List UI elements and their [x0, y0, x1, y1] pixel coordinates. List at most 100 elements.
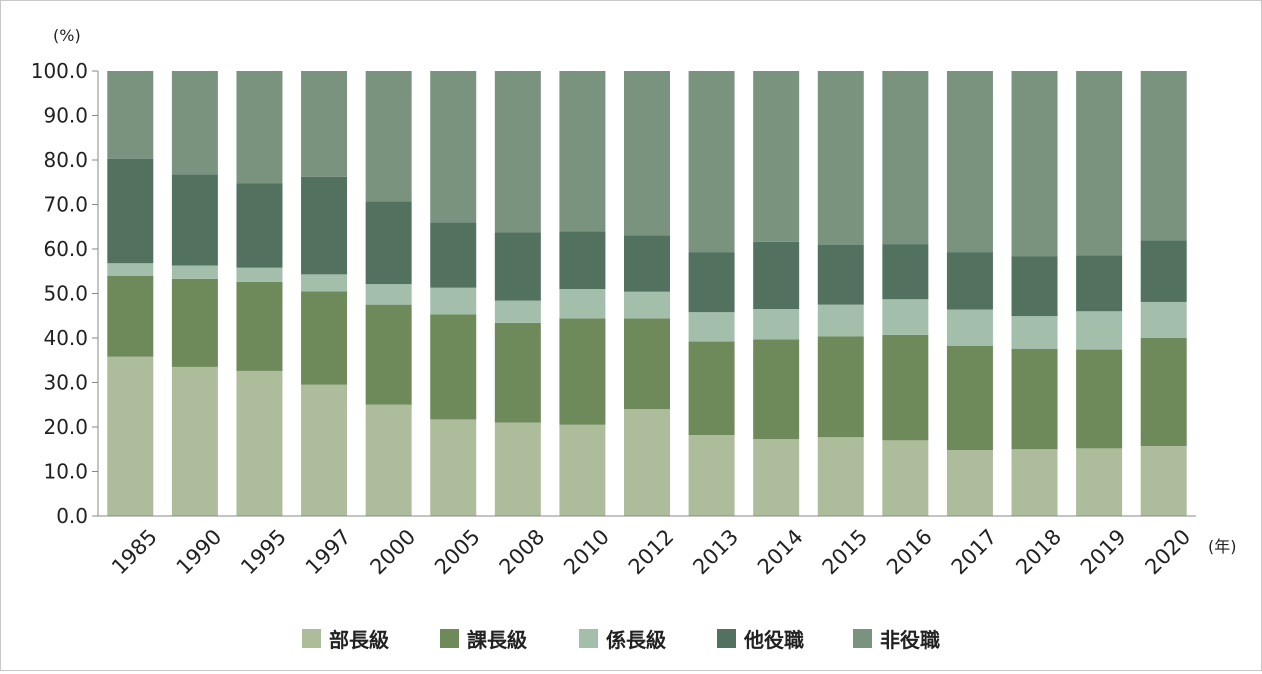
x-tick-label: 1995 — [236, 525, 291, 580]
bar-segment-1997-部長級 — [301, 384, 348, 516]
bar-segment-1997-課長級 — [301, 291, 348, 385]
bar-segment-2013-部長級 — [688, 435, 735, 516]
bar-segment-2018-係長級 — [1011, 316, 1058, 349]
bar-segment-1990-他役職 — [171, 174, 218, 266]
bar-segment-2017-非役職 — [946, 71, 993, 253]
bar-segment-2020-非役職 — [1140, 71, 1187, 241]
bar-segment-2018-非役職 — [1011, 71, 1058, 257]
bar-segment-2012-部長級 — [624, 409, 670, 516]
y-tick-label: 0.0 — [56, 504, 88, 528]
bar-segment-2008-部長級 — [494, 422, 541, 516]
x-tick-label: 2018 — [1011, 525, 1066, 580]
x-tick-label: 1997 — [301, 525, 356, 580]
bar-segment-1990-課長級 — [171, 278, 218, 367]
bar-segment-2005-他役職 — [430, 222, 477, 288]
y-axis: 0.0 10.0 20.0 30.0 40.0 50.0 60.0 70.0 80.0 90.0 1… — [31, 59, 99, 528]
bar-segment-1985-他役職 — [107, 158, 154, 264]
bar-segment-1995-非役職 — [236, 71, 283, 184]
bar-segment-2000-係長級 — [365, 284, 412, 305]
y-tick-label: 70.0 — [43, 193, 88, 217]
bar-segment-2008-課長級 — [494, 322, 541, 423]
x-tick-label: 2015 — [818, 525, 873, 580]
legend-swatch-課長級 — [440, 629, 459, 648]
bar-segment-2010-他役職 — [559, 231, 606, 290]
bar-segment-1997-係長級 — [301, 274, 348, 292]
bar-segment-1985-非役職 — [107, 71, 154, 159]
x-tick-label: 1985 — [107, 525, 162, 580]
bar-segment-1990-非役職 — [171, 71, 218, 175]
bar-segment-2005-係長級 — [430, 287, 477, 315]
bar-segment-2005-部長級 — [430, 419, 477, 516]
legend: 部長級 課長級 係長級 他役職 非役職 — [302, 628, 940, 652]
bar-segment-2018-課長級 — [1011, 348, 1058, 450]
y-tick-label: 40.0 — [43, 326, 88, 350]
bar-segment-2000-部長級 — [365, 404, 412, 516]
bar-segment-1990-係長級 — [171, 265, 218, 279]
x-tick-label: 1990 — [172, 525, 227, 580]
bar-segment-2014-他役職 — [753, 241, 800, 310]
bar-segment-2008-他役職 — [494, 232, 541, 301]
bar-segment-2015-課長級 — [817, 336, 864, 438]
bar-segment-2012-係長級 — [624, 291, 670, 319]
y-axis-unit-label: (%) — [53, 26, 81, 45]
bar-segment-1995-他役職 — [236, 183, 283, 268]
bar-segment-1997-他役職 — [301, 176, 348, 275]
x-tick-label: 2016 — [882, 525, 937, 580]
bar-segment-2005-課長級 — [430, 314, 477, 420]
bar-segment-2013-他役職 — [688, 252, 735, 313]
bar-segment-2017-係長級 — [946, 309, 993, 347]
bar-segment-2010-部長級 — [559, 424, 606, 516]
legend-swatch-係長級 — [579, 629, 598, 648]
x-axis-unit-label: (年) — [1208, 537, 1237, 556]
x-tick-label: 2017 — [947, 525, 1002, 580]
legend-swatch-部長級 — [302, 629, 321, 648]
x-tick-label: 2012 — [624, 525, 679, 580]
bar-segment-2010-係長級 — [559, 289, 606, 319]
bar-segment-1997-非役職 — [301, 71, 348, 177]
bar-segment-2012-他役職 — [624, 235, 670, 292]
bar-segment-2016-他役職 — [882, 244, 929, 300]
bar-segment-1995-課長級 — [236, 281, 283, 371]
x-tick-label: 2010 — [559, 525, 614, 580]
bar-segment-2019-課長級 — [1076, 349, 1123, 449]
legend-label: 他役職 — [743, 628, 804, 652]
x-axis: 1985 1990 1995 1997 2000 2005 2008 2010 2012 2013… — [98, 515, 1196, 580]
bar-segment-2018-部長級 — [1011, 449, 1058, 516]
y-tick-label: 20.0 — [43, 415, 88, 439]
bar-segment-2012-非役職 — [624, 71, 670, 236]
bar-segment-1985-部長級 — [107, 356, 154, 516]
legend-label: 課長級 — [467, 628, 527, 652]
x-tick-label: 2008 — [495, 525, 550, 580]
bar-segment-2005-非役職 — [430, 71, 477, 223]
bar-segment-2015-部長級 — [817, 437, 864, 516]
bar-segment-2020-部長級 — [1140, 446, 1187, 516]
bar-segment-2014-部長級 — [753, 439, 800, 516]
bar-segment-2008-係長級 — [494, 300, 541, 323]
y-tick-label: 90.0 — [43, 104, 88, 128]
y-tick-label: 50.0 — [43, 282, 88, 306]
bars — [107, 71, 1187, 516]
bar-segment-2014-課長級 — [753, 339, 800, 440]
bar-segment-2014-非役職 — [753, 71, 800, 242]
x-tick-label: 2013 — [688, 525, 743, 580]
bar-segment-2017-部長級 — [946, 450, 993, 516]
bar-segment-2020-課長級 — [1140, 338, 1187, 447]
bar-segment-2016-係長級 — [882, 299, 929, 335]
legend-swatch-他役職 — [717, 629, 736, 648]
bar-segment-2016-非役職 — [882, 71, 929, 245]
y-tick-label: 80.0 — [43, 148, 88, 172]
x-tick-label: 2005 — [430, 525, 485, 580]
bar-segment-2020-他役職 — [1140, 240, 1187, 302]
bar-segment-1995-係長級 — [236, 267, 283, 282]
bar-segment-2019-係長級 — [1076, 311, 1123, 350]
bar-segment-2017-課長級 — [946, 346, 993, 451]
bar-segment-2015-他役職 — [817, 244, 864, 305]
bar-segment-2013-課長級 — [688, 341, 735, 436]
bar-segment-2000-他役職 — [365, 201, 412, 285]
bar-segment-1985-係長級 — [107, 263, 154, 276]
bar-segment-2015-非役職 — [817, 71, 864, 245]
legend-label: 非役職 — [880, 628, 940, 652]
legend-swatch-非役職 — [853, 629, 872, 648]
